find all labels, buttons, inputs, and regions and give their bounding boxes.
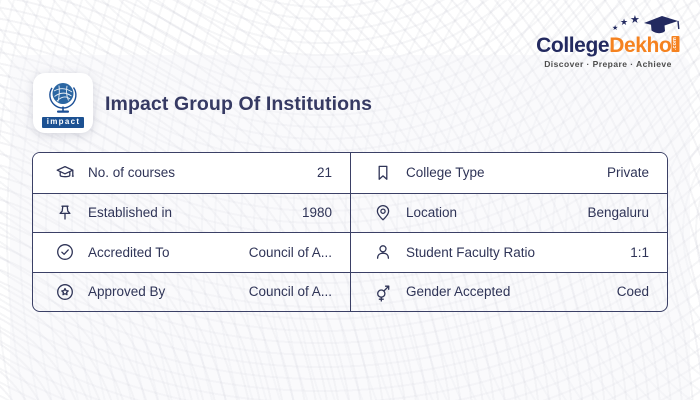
info-label: Established in [88,205,173,221]
info-cell-location: Location Bengaluru [350,192,667,232]
info-cell-faculty-ratio: Student Faculty Ratio 1:1 [350,232,667,272]
info-label: College Type [406,165,485,181]
info-value: Bengaluru [587,205,649,221]
bookmark-icon [373,163,393,183]
check-circle-icon [55,242,75,262]
globe-icon [45,79,81,120]
graduation-cap-stars-icon: ★ ★ ★ [528,13,688,37]
info-label: Accredited To [88,244,170,260]
info-label: Gender Accepted [406,284,511,300]
college-logo: impact [33,73,93,133]
info-cell-approved: Approved By Council of A... [33,271,350,312]
pushpin-icon [55,203,75,223]
info-value: Coed [616,284,649,300]
brand-tagline: Discover · Prepare · Achieve [544,59,672,69]
info-value: Council of A... [248,284,332,300]
brand-name-college: College [536,34,610,57]
gender-icon [373,282,393,302]
info-value: Council of A... [248,244,332,260]
info-value: Private [606,165,649,181]
info-label: Approved By [88,284,166,300]
info-cell-college-type: College Type Private [350,153,667,193]
brand-name-dekho: Dekho [609,34,672,57]
info-cell-gender: Gender Accepted Coed [350,271,667,311]
award-badge-icon [55,282,75,302]
svg-text:★: ★ [630,13,640,26]
info-cell-established: Established in 1980 [33,192,350,233]
info-value: 1:1 [630,244,649,260]
info-cell-accredited: Accredited To Council of A... [33,232,350,272]
collegedekho-logo[interactable]: ★ ★ ★ College Dekho .com Discover · Prep… [528,13,688,69]
college-info-table: No. of courses 21 College Type Private E… [32,152,668,312]
info-value: 21 [316,165,332,181]
info-cell-courses: No. of courses 21 [33,153,350,193]
svg-text:★: ★ [620,18,628,28]
person-icon [373,242,393,262]
info-label: Student Faculty Ratio [406,244,536,260]
page-title: Impact Group Of Institutions [105,93,373,115]
info-label: No. of courses [88,165,176,181]
info-value: 1980 [301,205,332,221]
brand-domain-flag: .com [672,36,680,52]
location-pin-icon [373,203,393,223]
info-label: Location [406,205,458,221]
college-logo-label: impact [41,116,85,128]
svg-text:★: ★ [612,24,618,32]
graduation-cap-icon [55,163,75,183]
